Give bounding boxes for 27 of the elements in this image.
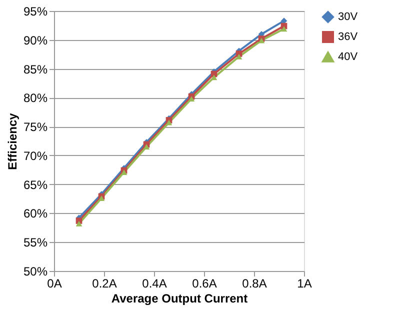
y-tick-label: 95% <box>23 4 48 18</box>
point <box>210 74 218 80</box>
x-tick-label: 0.2A <box>92 276 117 290</box>
x-tick-label: 0A <box>47 276 62 290</box>
point <box>188 96 195 102</box>
x-tick-label: 1A <box>297 276 312 290</box>
x-tick-label: 0.8A <box>242 276 267 290</box>
y-tick-label: 60% <box>23 206 48 221</box>
point <box>280 26 288 32</box>
point <box>143 144 150 150</box>
x-tick-label: 0.4A <box>142 276 167 290</box>
point <box>166 120 172 126</box>
y-tick-label: 65% <box>23 178 48 192</box>
y-tick-label: 50% <box>23 264 48 278</box>
y-tick-label: 75% <box>23 120 48 134</box>
legend-label: 36V <box>338 31 358 43</box>
y-tick-label: 80% <box>23 91 48 106</box>
y-tick-label: 55% <box>23 236 48 250</box>
y-axis-title: Efficiency <box>5 112 20 170</box>
y-tick-label: 90% <box>23 33 48 48</box>
x-tick-label: 0.6A <box>192 276 217 290</box>
legend-label: 30V <box>338 11 358 23</box>
y-tick-label: 70% <box>23 148 48 163</box>
x-axis-title: Average Output Current <box>111 292 248 306</box>
point <box>76 220 82 226</box>
y-tick-label: 85% <box>23 62 48 76</box>
legend-label: 40V <box>338 51 358 63</box>
